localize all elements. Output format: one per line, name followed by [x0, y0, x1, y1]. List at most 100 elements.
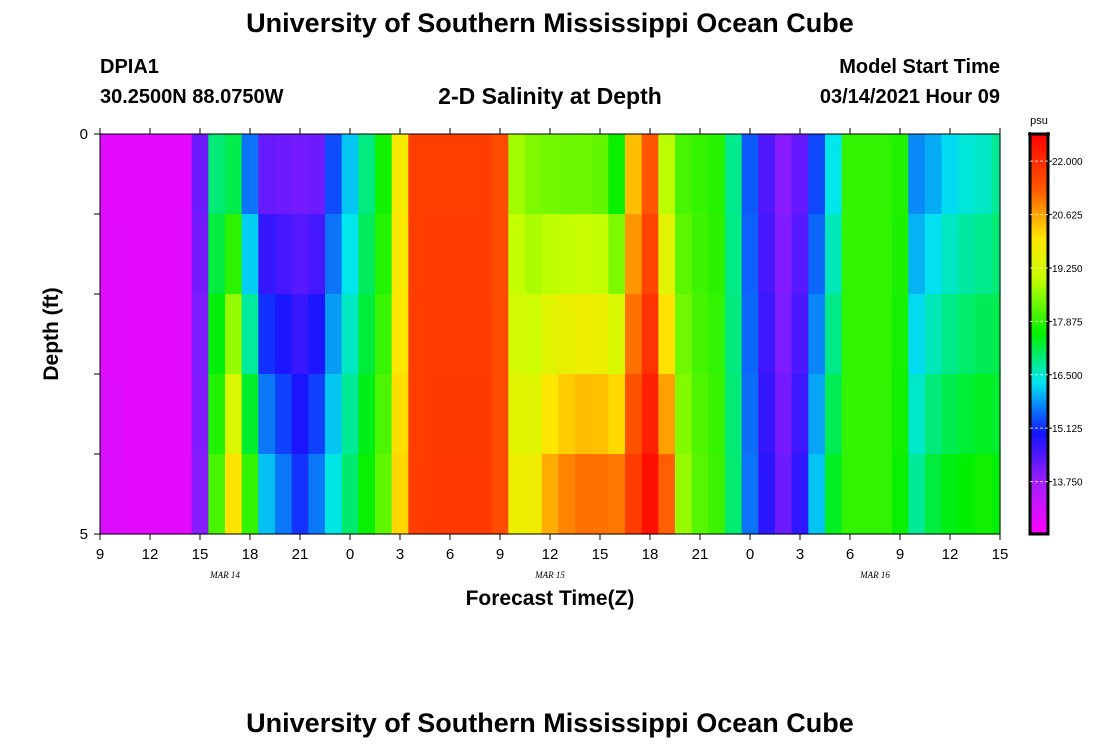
- heatmap-cell: [891, 134, 909, 215]
- heatmap-cell: [425, 454, 443, 535]
- heatmap-cell: [375, 454, 393, 535]
- heatmap-cell: [191, 374, 209, 455]
- heatmap-cell: [558, 214, 576, 295]
- heatmap-cell: [341, 214, 359, 295]
- heatmap-cell: [758, 454, 776, 535]
- heatmap-cell: [225, 134, 243, 215]
- heatmap-cell: [425, 134, 443, 215]
- heatmap-cell: [125, 374, 143, 455]
- heatmap-cell: [491, 134, 509, 215]
- heatmap-cell: [375, 294, 393, 375]
- heatmap-cell: [408, 134, 426, 215]
- heatmap-cell: [641, 134, 659, 215]
- x-tick-label: 15: [192, 546, 209, 563]
- heatmap-cell: [508, 374, 526, 455]
- x-tick-label: 0: [346, 546, 354, 563]
- heatmap-cell: [525, 374, 543, 455]
- heatmap-cell: [291, 134, 309, 215]
- heatmap-cell: [991, 214, 1001, 295]
- heatmap-cell: [125, 134, 143, 215]
- heatmap-cell: [591, 134, 609, 215]
- heatmap-cell: [158, 374, 176, 455]
- heatmap-cell: [541, 454, 559, 535]
- page-title: University of Southern Mississippi Ocean…: [246, 8, 854, 38]
- heatmap-cell: [341, 134, 359, 215]
- heatmap-cell: [525, 214, 543, 295]
- heatmap-cell: [841, 454, 859, 535]
- heatmap-cell: [958, 454, 976, 535]
- x-tick-label: 18: [242, 546, 259, 563]
- colorbar-tick-label: 13.750: [1052, 478, 1083, 489]
- heatmap-cell: [741, 374, 759, 455]
- heatmap-cell: [100, 134, 109, 215]
- heatmap-cell: [158, 214, 176, 295]
- heatmap-cell: [691, 454, 709, 535]
- y-axis-label: Depth (ft): [40, 287, 63, 380]
- heatmap-cell: [908, 374, 926, 455]
- heatmap-cell: [608, 454, 626, 535]
- heatmap-cell: [791, 374, 809, 455]
- x-tick-label: 3: [796, 546, 804, 563]
- heatmap-cell: [591, 374, 609, 455]
- heatmap-cell: [558, 134, 576, 215]
- heatmap-cell: [908, 214, 926, 295]
- heatmap-cell: [725, 374, 743, 455]
- colorbar-tick-label: 22.000: [1052, 157, 1083, 168]
- heatmap-cell: [491, 454, 509, 535]
- heatmap-cell: [441, 454, 459, 535]
- heatmap-cell: [775, 134, 793, 215]
- heatmap-cell: [675, 454, 693, 535]
- heatmap-cell: [825, 294, 843, 375]
- date-label: MAR 15: [534, 570, 565, 580]
- heatmap-cell: [841, 134, 859, 215]
- heatmap-cell: [325, 134, 343, 215]
- heatmap-cell: [525, 134, 543, 215]
- heatmap-cell: [858, 134, 876, 215]
- heatmap-cell: [591, 294, 609, 375]
- heatmap-cell: [591, 454, 609, 535]
- heatmap-cell: [691, 294, 709, 375]
- heatmap-cell: [958, 294, 976, 375]
- heatmap-cell: [975, 454, 993, 535]
- heatmap-cell: [125, 294, 143, 375]
- heatmap-cell: [941, 294, 959, 375]
- heatmap-cell: [475, 374, 493, 455]
- heatmap-cell: [208, 454, 226, 535]
- x-tick-label: 9: [96, 546, 104, 563]
- heatmap-cell: [808, 454, 826, 535]
- heatmap-cell: [125, 214, 143, 295]
- heatmap-cell: [675, 374, 693, 455]
- heatmap-cell: [808, 294, 826, 375]
- heatmap-cell: [925, 134, 943, 215]
- heatmap-cell: [708, 214, 726, 295]
- heatmap-cell: [241, 214, 259, 295]
- x-tick-label: 12: [542, 546, 559, 563]
- heatmap-cell: [675, 294, 693, 375]
- heatmap-cell: [675, 214, 693, 295]
- heatmap-cell: [808, 214, 826, 295]
- heatmap-cell: [291, 454, 309, 535]
- heatmap-cell: [725, 454, 743, 535]
- heatmap-cell: [741, 454, 759, 535]
- heatmap-cell: [658, 374, 676, 455]
- heatmap-cell: [941, 454, 959, 535]
- heatmap-cell: [408, 294, 426, 375]
- heatmap-cell: [758, 134, 776, 215]
- heatmap-cell: [291, 374, 309, 455]
- heatmap-cell: [841, 214, 859, 295]
- heatmap-cell: [508, 294, 526, 375]
- heatmap-cell: [791, 134, 809, 215]
- heatmap-cell: [158, 454, 176, 535]
- heatmap-cell: [641, 454, 659, 535]
- heatmap-cell: [958, 214, 976, 295]
- heatmap-cell: [291, 214, 309, 295]
- heatmap-cell: [275, 374, 293, 455]
- heatmap-cell: [575, 294, 593, 375]
- heatmap-cell: [841, 374, 859, 455]
- heatmap-cell: [891, 294, 909, 375]
- heatmap-cell: [241, 454, 259, 535]
- heatmap-cell: [100, 374, 109, 455]
- station-coordinates: 30.2500N 88.0750W: [100, 86, 284, 108]
- heatmap-cell: [191, 134, 209, 215]
- heatmap-cell: [975, 134, 993, 215]
